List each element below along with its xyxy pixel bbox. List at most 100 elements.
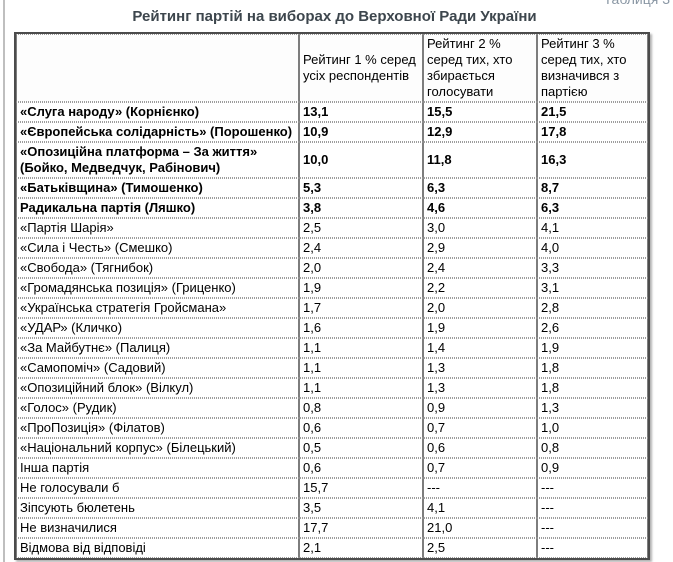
rating-cell: 13,1 (299, 102, 423, 122)
table-row: «Самопоміч» (Садовий) 1,1 1,3 1,8 (16, 358, 648, 378)
rating-cell: 1,3 (423, 378, 537, 398)
column-header-rating1: Рейтинг 1 % серед усіх респондентів (299, 34, 423, 102)
rating-cell: 0,6 (423, 438, 537, 458)
rating-cell: 2,8 (537, 298, 648, 318)
table-row: «Національний корпус» (Білецький) 0,5 0,… (16, 438, 648, 458)
party-name-cell: «Партія Шарія» (16, 218, 299, 238)
table-row: Не голосували б 15,7 --- --- (16, 478, 648, 498)
party-name-cell: «Сила і Честь» (Смешко) (16, 238, 299, 258)
table-row: «Партія Шарія» 2,5 3,0 4,1 (16, 218, 648, 238)
rating-cell: --- (537, 538, 648, 558)
rating-cell: 15,7 (299, 478, 423, 498)
rating-cell: 15,5 (423, 102, 537, 122)
rating-cell: 1,0 (537, 418, 648, 438)
table-row: Відмова від відповіді 2,1 2,5 --- (16, 538, 648, 558)
table-row: «Опозиційний блок» (Вілкул) 1,1 1,3 1,8 (16, 378, 648, 398)
party-name-cell: Зіпсують бюлетень (16, 498, 299, 518)
rating-cell: 10,0 (299, 142, 423, 178)
table-body: «Слуга народу» (Корнієнко) 13,1 15,5 21,… (16, 102, 648, 558)
rating-cell: 2,6 (537, 318, 648, 338)
party-name-cell: Не голосували б (16, 478, 299, 498)
column-header-party (16, 34, 299, 102)
rating-cell: 0,7 (423, 418, 537, 438)
table-number-label: Таблиця 3 (604, 0, 670, 7)
party-name-cell: Інша партія (16, 458, 299, 478)
rating-cell: 1,7 (299, 298, 423, 318)
table-row: Інша партія 0,6 0,7 0,9 (16, 458, 648, 478)
rating-cell: 0,8 (299, 398, 423, 418)
party-name-cell: «Європейська солідарність» (Порошенко) (16, 122, 299, 142)
rating-cell: 3,0 (423, 218, 537, 238)
rating-cell: 21,0 (423, 518, 537, 538)
table-row: «Голос» (Рудик) 0,8 0,9 1,3 (16, 398, 648, 418)
rating-cell: 2,9 (423, 238, 537, 258)
rating-cell: 4,1 (537, 218, 648, 238)
rating-cell: 1,8 (537, 358, 648, 378)
rating-cell: --- (537, 478, 648, 498)
rating-cell: 12,9 (423, 122, 537, 142)
page-title: Рейтинг партій на виборах до Верховної Р… (132, 8, 537, 25)
rating-cell: 21,5 (537, 102, 648, 122)
rating-cell: 1,3 (537, 398, 648, 418)
rating-cell: 0,8 (537, 438, 648, 458)
rating-cell: 2,4 (299, 238, 423, 258)
rating-cell: --- (423, 478, 537, 498)
party-name-cell: Радикальна партія (Ляшко) (16, 198, 299, 218)
table-row: Зіпсують бюлетень 3,5 4,1 --- (16, 498, 648, 518)
rating-cell: 8,7 (537, 178, 648, 198)
table-row: «Європейська солідарність» (Порошенко) 1… (16, 122, 648, 142)
rating-cell: 17,8 (537, 122, 648, 142)
rating-cell: --- (537, 498, 648, 518)
table-row: «Сила і Честь» (Смешко) 2,4 2,9 4,0 (16, 238, 648, 258)
party-name-cell: «За Майбутнє» (Палиця) (16, 338, 299, 358)
table-row: «Опозиційна платформа – За життя» (Бойко… (16, 142, 648, 178)
rating-cell: 5,3 (299, 178, 423, 198)
party-name-cell: «ПроПозиція» (Філатов) (16, 418, 299, 438)
table-row: «Українська стратегія Гройсмана» 1,7 2,0… (16, 298, 648, 318)
rating-cell: 0,9 (537, 458, 648, 478)
table-row: «Громадянська позиція» (Гриценко) 1,9 2,… (16, 278, 648, 298)
table-row: «За Майбутнє» (Палиця) 1,1 1,4 1,9 (16, 338, 648, 358)
rating-cell: 16,3 (537, 142, 648, 178)
table-row: «УДАР» (Кличко) 1,6 1,9 2,6 (16, 318, 648, 338)
table-row: «ПроПозиція» (Філатов) 0,6 0,7 1,0 (16, 418, 648, 438)
rating-cell: 0,9 (423, 398, 537, 418)
rating-cell: 4,6 (423, 198, 537, 218)
rating-cell: 1,9 (537, 338, 648, 358)
rating-cell: 2,4 (423, 258, 537, 278)
table-row: Не визначилися 17,7 21,0 --- (16, 518, 648, 538)
table-row: «Свобода» (Тягнибок) 2,0 2,4 3,3 (16, 258, 648, 278)
rating-cell: 2,2 (423, 278, 537, 298)
party-name-cell: «Голос» (Рудик) (16, 398, 299, 418)
rating-cell: 1,9 (299, 278, 423, 298)
party-name-cell: «Національний корпус» (Білецький) (16, 438, 299, 458)
rating-cell: 11,8 (423, 142, 537, 178)
rating-cell: 3,8 (299, 198, 423, 218)
rating-cell: 4,1 (423, 498, 537, 518)
rating-cell: 0,6 (299, 458, 423, 478)
party-name-cell: «Опозиційний блок» (Вілкул) (16, 378, 299, 398)
party-name-cell: «Слуга народу» (Корнієнко) (16, 102, 299, 122)
rating-cell: --- (537, 518, 648, 538)
party-name-cell: Не визначилися (16, 518, 299, 538)
header-row: Рейтинг 1 % серед усіх респондентів Рейт… (16, 34, 648, 102)
table-row: Радикальна партія (Ляшко) 3,8 4,6 6,3 (16, 198, 648, 218)
rating-cell: 2,5 (299, 218, 423, 238)
rating-cell: 3,1 (537, 278, 648, 298)
rating-cell: 1,3 (423, 358, 537, 378)
rating-cell: 2,0 (299, 258, 423, 278)
rating-cell: 3,3 (537, 258, 648, 278)
party-name-cell: «Свобода» (Тягнибок) (16, 258, 299, 278)
column-header-rating3: Рейтинг 3 % серед тих, хто визначився з … (537, 34, 648, 102)
column-header-rating2: Рейтинг 2 % серед тих, хто збирається го… (423, 34, 537, 102)
page-left-border (3, 0, 5, 562)
rating-cell: 6,3 (423, 178, 537, 198)
rating-cell: 4,0 (537, 238, 648, 258)
rating-cell: 6,3 (537, 198, 648, 218)
rating-cell: 1,6 (299, 318, 423, 338)
rating-cell: 1,1 (299, 378, 423, 398)
rating-cell: 2,0 (423, 298, 537, 318)
rating-cell: 3,5 (299, 498, 423, 518)
rating-cell: 1,8 (537, 378, 648, 398)
